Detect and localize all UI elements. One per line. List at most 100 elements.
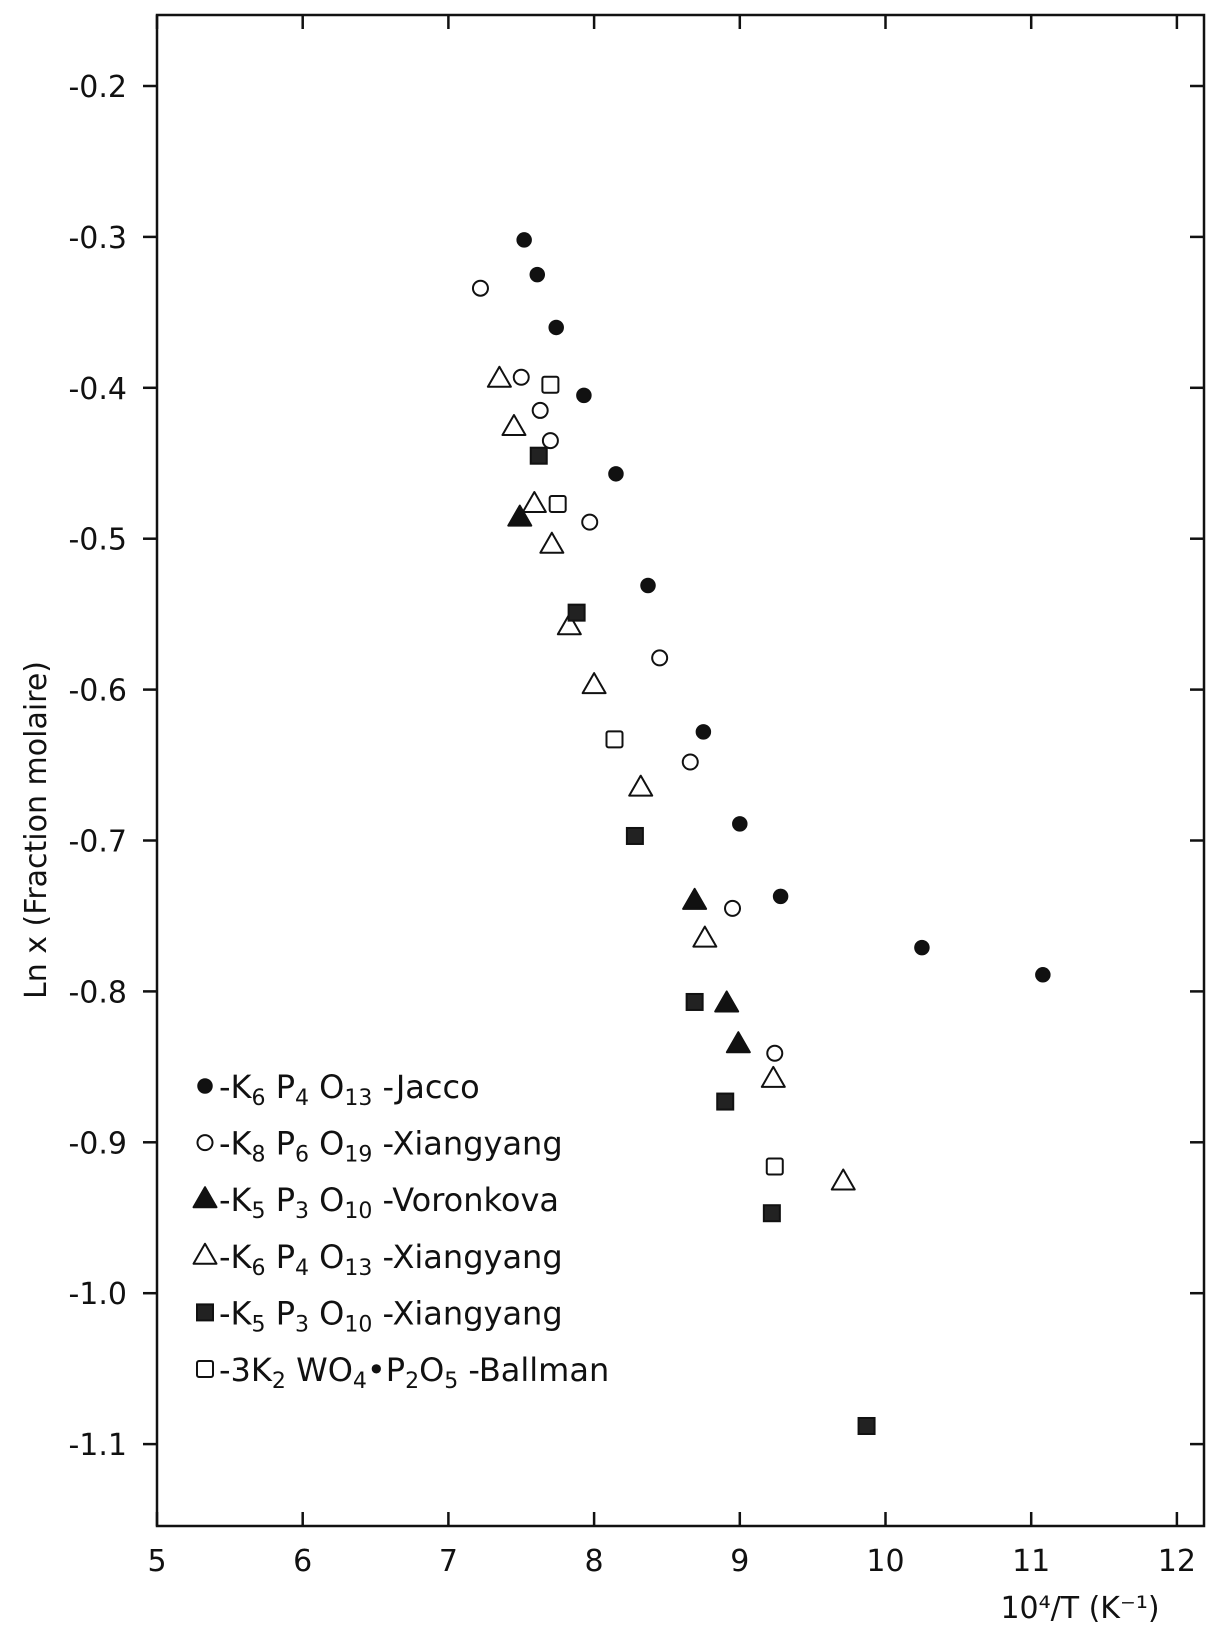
legend-label-part: -Xiangyang [372, 1125, 562, 1163]
data-point-filled-circle [548, 319, 564, 336]
x-tick-label: 9 [730, 1544, 749, 1579]
legend-label-part: 8 [252, 1142, 266, 1167]
legend-label-part: 5 [252, 1199, 266, 1224]
data-point-open-circle [531, 401, 549, 419]
legend-label-part: P [266, 1068, 295, 1106]
x-tick-label: 10 [866, 1544, 904, 1579]
y-tick-label: -1.0 [68, 1277, 127, 1312]
legend-label-part: O [309, 1125, 344, 1163]
legend-label-part: -Ballman [458, 1351, 609, 1389]
series-filled-square [529, 446, 876, 1435]
data-point-open-triangle [692, 925, 718, 948]
axis-ticks [143, 15, 1204, 1526]
legend-label-part: 4 [295, 1255, 309, 1280]
data-point-open-triangle [486, 365, 512, 388]
data-point-filled-square [529, 446, 548, 465]
data-point-open-circle [541, 432, 559, 450]
data-point-filled-circle [576, 387, 592, 404]
legend-label-part: -Xiangyang [372, 1294, 562, 1332]
legend-marker-filled-square [196, 1303, 214, 1322]
x-tick-label: 11 [1012, 1544, 1050, 1579]
legend-label-part: P [266, 1181, 295, 1219]
data-point-filled-square [762, 1204, 781, 1223]
y-tick-label: -0.8 [68, 975, 127, 1010]
data-point-open-circle [681, 753, 699, 771]
legend-label-part: -3K [219, 1351, 273, 1389]
legend-label: -K8 P6 O19 -Xiangyang [219, 1125, 563, 1168]
legend-item: -3K2 WO4•P2O5 -Ballman [196, 1351, 609, 1394]
legend-label-part: -K [219, 1294, 253, 1332]
axis-tick-labels: 5 6 7 8 9 10 11 12 -0.2 -0.3 -0.4 -0.5 -0.6 -0.7 -0.8 -… [68, 70, 1196, 1579]
legend-label-part: P [266, 1294, 295, 1332]
legend-label-part: -Voronkova [372, 1181, 559, 1219]
legend-label-part: 13 [344, 1086, 372, 1111]
plot-frame [155, 13, 1206, 1528]
data-point-open-circle [512, 368, 530, 386]
legend-label: -K5 P3 O10 -Voronkova [219, 1181, 559, 1224]
series-filled-circle [516, 232, 1051, 983]
data-point-filled-square [857, 1416, 876, 1435]
legend-label-part: 6 [252, 1255, 266, 1280]
legend-marker-filled-circle [197, 1078, 213, 1094]
data-point-open-square [541, 375, 560, 394]
data-point-filled-circle [608, 466, 624, 482]
data-point-filled-square [567, 603, 586, 622]
legend-item: -K5 P3 O10 -Xiangyang [196, 1294, 563, 1337]
series-open-square [541, 375, 784, 1176]
data-point-open-triangle [521, 490, 547, 513]
data-point-open-triangle [501, 414, 527, 437]
legend-marker-filled-triangle [192, 1186, 218, 1209]
legend-item: -K6 P4 O13 -Xiangyang [192, 1238, 563, 1281]
legend-label-part: 2 [405, 1369, 419, 1394]
data-point-filled-square [716, 1092, 735, 1111]
legend-label-part: O [309, 1181, 344, 1219]
data-point-filled-circle [516, 232, 532, 248]
y-tick-label: -1.1 [68, 1428, 127, 1463]
legend-item: -K8 P6 O19 -Xiangyang [196, 1125, 563, 1168]
data-point-open-square [605, 730, 624, 749]
data-point-open-square [548, 494, 567, 513]
legend-label-part: -K [219, 1238, 253, 1276]
legend-label-part: 2 [272, 1369, 286, 1394]
data-points [471, 232, 1051, 1435]
data-point-open-triangle [830, 1168, 856, 1191]
x-tick-label: 5 [147, 1544, 166, 1579]
legend-label-part: 13 [344, 1255, 372, 1280]
y-tick-label: -0.9 [68, 1126, 127, 1161]
data-point-open-triangle [628, 774, 654, 797]
legend-label-part: O [419, 1351, 444, 1389]
legend-label: -K6 P4 O13 -Jacco [219, 1068, 480, 1111]
legend-label: -K5 P3 O10 -Xiangyang [219, 1294, 563, 1337]
legend-label-part: 4 [353, 1369, 367, 1394]
legend-label-part: P [266, 1125, 295, 1163]
legend-label-part: 6 [295, 1142, 309, 1167]
data-point-filled-circle [772, 888, 789, 905]
data-point-filled-square [625, 826, 644, 845]
y-tick-label: -0.2 [68, 70, 127, 105]
legend-marker-open-circle [196, 1134, 214, 1152]
legend-label: -3K2 WO4•P2O5 -Ballman [219, 1351, 609, 1394]
data-point-filled-square [685, 992, 704, 1011]
data-point-filled-triangle [682, 887, 708, 910]
legend-label-part: O [309, 1294, 344, 1332]
data-point-filled-triangle [714, 990, 740, 1013]
legend-label-part: •P [367, 1351, 405, 1389]
data-point-filled-triangle [725, 1031, 751, 1054]
legend-label-part: 3 [295, 1199, 309, 1224]
data-point-filled-circle [914, 939, 930, 956]
data-point-filled-circle [1035, 967, 1051, 983]
legend-label-part: 19 [344, 1142, 372, 1167]
legend-label-part: O [309, 1068, 344, 1106]
y-tick-label: -0.6 [68, 674, 127, 709]
y-tick-label: -0.7 [68, 825, 127, 860]
y-tick-label: -0.3 [68, 221, 127, 256]
legend-label-part: 4 [295, 1086, 309, 1111]
x-tick-label: 7 [439, 1544, 458, 1579]
legend-label: -K6 P4 O13 -Xiangyang [219, 1238, 563, 1281]
legend-label-part: -K [219, 1125, 253, 1163]
legend-label-part: P [266, 1238, 295, 1276]
legend-label-part: -K [219, 1181, 253, 1219]
legend-label-part: 10 [344, 1199, 372, 1224]
data-point-open-triangle [539, 531, 565, 554]
y-axis-title: Ln x (Fraction molaire) [19, 661, 54, 999]
